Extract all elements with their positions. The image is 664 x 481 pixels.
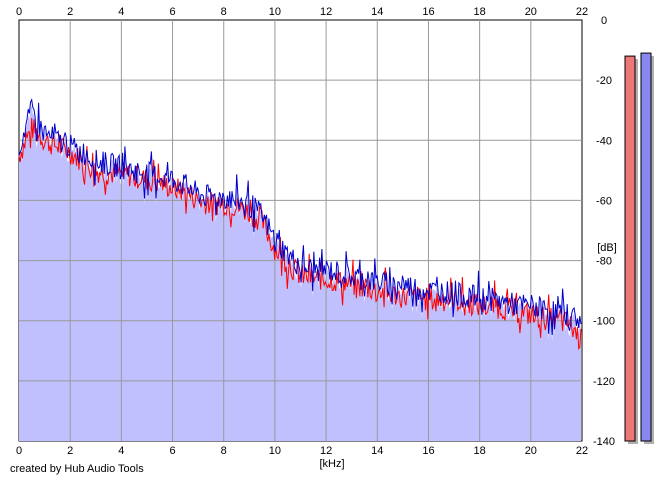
y-tick-labels: 0 -20 -40 -60 -80 -100 -120 -140	[593, 15, 615, 448]
x-tick-label-bottom: 12	[320, 445, 332, 457]
x-tick-label-top: 6	[169, 6, 175, 18]
x-tick-label-top: 12	[320, 6, 332, 18]
x-tick-label-top: 14	[371, 6, 383, 18]
x-tick-label-bottom: 14	[371, 445, 383, 457]
credit-text: created by Hub Audio Tools	[10, 463, 144, 475]
y-tick-label: -120	[593, 376, 615, 388]
x-tick-label-top: 18	[474, 6, 486, 18]
spectrum-fill-area	[19, 105, 581, 442]
x-tick-label-bottom: 4	[118, 445, 124, 457]
x-tick-labels-top: 0 2 4 6 8 10 12 14 16 18 20 22	[16, 6, 588, 18]
series-line-blue	[18, 98, 582, 336]
x-tick-label-bottom: 10	[269, 445, 281, 457]
x-tick-label-bottom: 16	[422, 445, 434, 457]
y-tick-label: -40	[596, 135, 612, 147]
grid-layer	[19, 20, 582, 441]
x-tick-label-top: 22	[576, 6, 588, 18]
x-tick-label-top: 4	[118, 6, 124, 18]
x-tick-label-bottom: 2	[67, 445, 73, 457]
x-tick-label-top: 20	[525, 6, 537, 18]
y-tick-label: 0	[601, 15, 607, 27]
x-tick-label-top: 0	[16, 6, 22, 18]
x-axis-label: [kHz]	[319, 458, 344, 470]
x-tick-label-top: 8	[221, 6, 227, 18]
x-tick-label-bottom: 18	[474, 445, 486, 457]
y-tick-label: -20	[596, 75, 612, 87]
level-meter-left	[624, 55, 636, 442]
y-axis-label: [dB]	[597, 242, 617, 254]
y-tick-label: -140	[593, 436, 615, 448]
y-tick-label: -80	[596, 256, 612, 268]
x-tick-label-top: 10	[269, 6, 281, 18]
x-tick-label-bottom: 22	[576, 445, 588, 457]
level-meters	[624, 52, 654, 444]
x-tick-label-bottom: 8	[221, 445, 227, 457]
spectrum-fill-layer	[19, 105, 581, 442]
x-tick-labels-bottom: 0 2 4 6 8 10 12 14 16 18 20 22	[16, 445, 588, 457]
x-tick-label-bottom: 6	[169, 445, 175, 457]
series-layer	[18, 98, 582, 350]
x-tick-label-top: 2	[67, 6, 73, 18]
x-tick-label-top: 16	[422, 6, 434, 18]
x-tick-label-bottom: 0	[16, 445, 22, 457]
y-tick-label: -100	[593, 316, 615, 328]
y-tick-label: -60	[596, 195, 612, 207]
x-tick-label-bottom: 20	[525, 445, 537, 457]
level-meter-right	[640, 52, 652, 442]
